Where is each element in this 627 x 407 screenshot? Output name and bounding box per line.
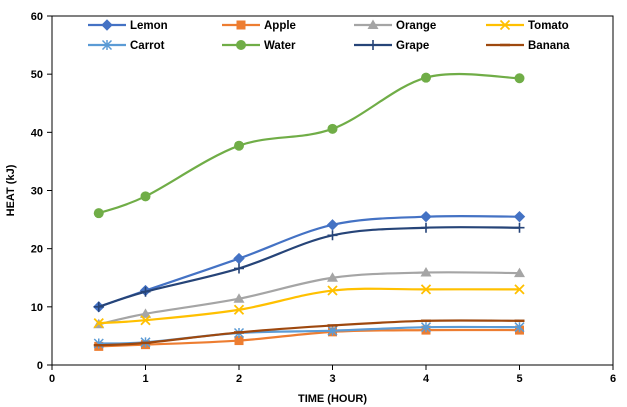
legend: Lemon Apple Orange Tomato Carrot Water Grape Ba… <box>88 19 570 52</box>
series-grape <box>93 222 525 312</box>
data-point-orange <box>233 293 245 303</box>
data-point-carrot <box>327 325 338 336</box>
data-point-water <box>514 73 525 84</box>
x-tick-label: 0 <box>49 373 55 385</box>
legend-item-lemon: Lemon <box>88 19 168 32</box>
legend-item-banana: Banana <box>486 40 570 52</box>
legend-marker <box>367 19 379 29</box>
legend-label: Apple <box>264 20 296 32</box>
data-point-orange <box>420 267 432 277</box>
y-axis-title: HEAT (kJ) <box>5 164 17 216</box>
legend-label: Carrot <box>130 40 165 52</box>
x-tick-label: 3 <box>329 373 335 385</box>
series-tomato <box>93 284 525 329</box>
data-point-tomato <box>420 284 432 295</box>
data-point-orange <box>327 272 338 282</box>
data-point-water <box>140 191 151 202</box>
series-line-apple <box>98 328 520 348</box>
data-point-tomato <box>93 317 104 329</box>
data-point-tomato <box>233 304 245 315</box>
data-point-lemon <box>233 252 245 265</box>
series-banana <box>93 319 525 347</box>
legend-marker <box>368 40 378 50</box>
legend-label: Banana <box>528 40 570 52</box>
y-tick-label: 0 <box>37 360 43 372</box>
data-point-water <box>234 140 244 151</box>
series-line-orange <box>98 271 520 326</box>
series-line-tomato <box>98 287 520 325</box>
legend-item-orange: Orange <box>354 19 436 32</box>
plot-frame <box>51 15 614 366</box>
series-line-lemon <box>98 214 520 308</box>
data-point-orange <box>140 308 151 318</box>
x-tick-label: 4 <box>423 373 430 385</box>
x-tick-label: 5 <box>516 373 522 385</box>
legend-label: Water <box>264 40 296 52</box>
axes: 0 10 20 30 40 50 60 0 1 2 3 4 5 6 <box>31 11 616 385</box>
series-water <box>93 72 525 219</box>
data-point-grape <box>234 263 244 274</box>
data-point-tomato <box>514 284 525 295</box>
legend-label: Orange <box>396 20 436 32</box>
y-tick-label: 30 <box>31 186 43 198</box>
x-tick-label: 1 <box>142 373 148 385</box>
data-point-grape <box>93 301 104 312</box>
data-point-lemon <box>420 210 432 223</box>
data-point-carrot <box>93 338 104 349</box>
legend-item-grape: Grape <box>354 40 429 52</box>
legend-marker <box>236 20 246 30</box>
series-layer <box>93 72 526 351</box>
x-tick-label: 2 <box>236 373 242 385</box>
legend-marker <box>236 40 246 50</box>
series-line-water <box>98 72 520 215</box>
legend-label: Grape <box>396 40 429 52</box>
data-point-water <box>327 123 338 134</box>
data-point-water <box>93 208 104 219</box>
legend-item-apple: Apple <box>222 20 296 32</box>
data-point-carrot <box>420 322 432 333</box>
data-point-lemon <box>326 219 339 231</box>
legend-marker <box>101 19 113 31</box>
data-point-grape <box>327 230 338 241</box>
data-point-grape <box>421 222 431 233</box>
data-point-lemon <box>513 210 526 223</box>
data-point-tomato <box>140 315 151 326</box>
legend-marker <box>101 39 113 51</box>
data-point-apple <box>234 336 244 346</box>
legend-item-carrot: Carrot <box>88 39 165 52</box>
legend-marker <box>499 19 511 31</box>
series-apple <box>94 325 524 351</box>
legend-label: Lemon <box>130 20 168 32</box>
legend-label: Tomato <box>528 20 569 32</box>
x-tick-label: 6 <box>610 373 616 385</box>
data-point-grape <box>514 222 525 233</box>
y-tick-label: 10 <box>31 302 43 314</box>
legend-item-tomato: Tomato <box>486 19 569 32</box>
legend-item-water: Water <box>222 40 296 52</box>
data-point-grape <box>140 286 151 297</box>
x-axis-title: TIME (HOUR) <box>298 393 367 405</box>
y-tick-label: 60 <box>31 11 43 23</box>
data-point-orange <box>514 267 525 278</box>
data-point-carrot <box>514 322 525 333</box>
data-point-tomato <box>327 285 338 296</box>
y-tick-label: 50 <box>31 69 43 81</box>
y-tick-label: 20 <box>31 244 43 256</box>
data-point-water <box>421 72 431 83</box>
y-tick-label: 40 <box>31 127 43 139</box>
